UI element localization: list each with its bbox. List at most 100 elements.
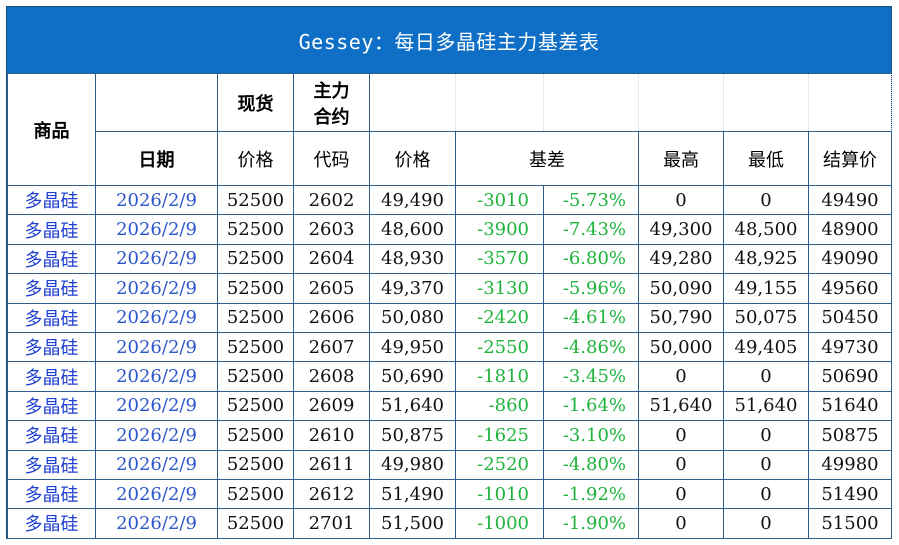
table-row: 多晶硅 2026/2/9 52500 2603 48,600 -3900 -7.43% 49,… (7, 214, 892, 245)
cell-basis-pct: -5.96% (543, 273, 639, 304)
cell-high: 0 (638, 184, 724, 216)
header-row-2: 日期 价格 代码 价格 基差 最高 最低 结算价 (8, 131, 892, 186)
header-high: 最高 (638, 131, 724, 186)
cell-date: 2026/2/9 (95, 361, 218, 392)
cell-low: 0 (723, 361, 809, 392)
cell-basis-pct: -3.10% (543, 420, 639, 451)
cell-basis: -860 (455, 390, 544, 422)
header-date: 日期 (95, 131, 218, 186)
cell-spot-price: 52500 (217, 302, 294, 333)
cell-contract-code: 2608 (293, 361, 370, 392)
cell-product: 多晶硅 (7, 184, 96, 216)
cell-date: 2026/2/9 (95, 302, 218, 333)
cell-settle: 50875 (808, 420, 892, 451)
cell-product: 多晶硅 (7, 302, 96, 333)
cell-settle: 48900 (808, 214, 892, 245)
cell-basis: -2420 (455, 302, 544, 333)
table-title: Gessey：每日多晶硅主力基差表 (7, 7, 891, 74)
cell-contract-code: 2606 (293, 302, 370, 333)
cell-date: 2026/2/9 (95, 390, 218, 422)
cell-spot-price: 52500 (217, 331, 294, 363)
cell-high: 50,090 (638, 273, 724, 304)
cell-low: 0 (723, 184, 809, 216)
cell-price: 48,600 (369, 214, 456, 245)
cell-basis-pct: -1.92% (543, 478, 639, 510)
table-row: 多晶硅 2026/2/9 52500 2602 49,490 -3010 -5.73% 0 0 4… (7, 184, 892, 216)
cell-low: 48,500 (723, 214, 809, 245)
cell-product: 多晶硅 (7, 273, 96, 304)
cell-high: 0 (638, 361, 724, 392)
cell-price: 50,690 (369, 361, 456, 392)
cell-basis-pct: -4.86% (543, 331, 639, 363)
basis-table: 商品 现货 主力 合约 日期 价格 代码 价格 基差 最高 (7, 73, 892, 539)
header-blank (455, 73, 544, 132)
cell-basis: -2550 (455, 331, 544, 363)
header-contract-code: 代码 (293, 131, 370, 186)
header-price: 价格 (369, 131, 456, 186)
cell-contract-code: 2603 (293, 214, 370, 245)
cell-low: 0 (723, 420, 809, 451)
cell-high: 49,300 (638, 214, 724, 245)
cell-high: 0 (638, 478, 724, 510)
cell-price: 49,980 (369, 449, 456, 480)
table-body: 多晶硅 2026/2/9 52500 2602 49,490 -3010 -5.73% 0 0 4… (7, 184, 892, 539)
header-blank (543, 73, 639, 132)
header-basis: 基差 (455, 131, 639, 186)
cell-contract-code: 2701 (293, 508, 370, 539)
cell-spot-price: 52500 (217, 420, 294, 451)
cell-price: 51,500 (369, 508, 456, 539)
cell-basis: -1010 (455, 478, 544, 510)
cell-settle: 49980 (808, 449, 892, 480)
cell-basis: -1625 (455, 420, 544, 451)
cell-high: 0 (638, 449, 724, 480)
cell-low: 0 (723, 508, 809, 539)
cell-basis-pct: -3.45% (543, 361, 639, 392)
header-contract: 主力 合约 (293, 73, 370, 132)
table-row: 多晶硅 2026/2/9 52500 2604 48,930 -3570 -6.80% 49,… (7, 243, 892, 275)
header-settle: 结算价 (808, 131, 892, 186)
cell-price: 51,640 (369, 390, 456, 422)
header-blank (95, 73, 218, 132)
cell-spot-price: 52500 (217, 449, 294, 480)
cell-high: 49,280 (638, 243, 724, 275)
cell-basis-pct: -5.73% (543, 184, 639, 216)
cell-basis-pct: -7.43% (543, 214, 639, 245)
cell-basis: -1810 (455, 361, 544, 392)
cell-price: 50,875 (369, 420, 456, 451)
cell-contract-code: 2607 (293, 331, 370, 363)
cell-basis: -2520 (455, 449, 544, 480)
cell-product: 多晶硅 (7, 508, 96, 539)
cell-low: 49,155 (723, 273, 809, 304)
cell-spot-price: 52500 (217, 361, 294, 392)
cell-high: 0 (638, 508, 724, 539)
basis-table-panel: Gessey：每日多晶硅主力基差表 商品 现货 主力 合约 (6, 6, 892, 539)
cell-basis-pct: -4.80% (543, 449, 639, 480)
table-row: 多晶硅 2026/2/9 52500 2608 50,690 -1810 -3.45% 0 0 5… (7, 361, 892, 392)
cell-basis-pct: -6.80% (543, 243, 639, 275)
cell-spot-price: 52500 (217, 184, 294, 216)
cell-settle: 50450 (808, 302, 892, 333)
table-row: 多晶硅 2026/2/9 52500 2607 49,950 -2550 -4.86% 50,… (7, 331, 892, 363)
cell-price: 49,370 (369, 273, 456, 304)
table-row: 多晶硅 2026/2/9 52500 2605 49,370 -3130 -5.96% 50,… (7, 273, 892, 304)
table-row: 多晶硅 2026/2/9 52500 2701 51,500 -1000 -1.90% 0 0 5… (7, 508, 892, 539)
cell-basis: -3900 (455, 214, 544, 245)
header-blank (369, 73, 456, 132)
cell-basis: -1000 (455, 508, 544, 539)
header-row-1: 商品 现货 主力 合约 (7, 73, 892, 186)
header-blank (808, 73, 892, 132)
cell-spot-price: 52500 (217, 243, 294, 275)
header-blank (638, 73, 724, 132)
table-row: 多晶硅 2026/2/9 52500 2612 51,490 -1010 -1.92% 0 0 5… (7, 478, 892, 510)
cell-product: 多晶硅 (7, 390, 96, 422)
cell-basis: -3570 (455, 243, 544, 275)
cell-low: 50,075 (723, 302, 809, 333)
table-row: 多晶硅 2026/2/9 52500 2610 50,875 -1625 -3.10% 0 0 5… (7, 420, 892, 451)
cell-spot-price: 52500 (217, 508, 294, 539)
cell-high: 50,790 (638, 302, 724, 333)
cell-date: 2026/2/9 (95, 478, 218, 510)
header-product: 商品 (7, 73, 96, 186)
header-low: 最低 (723, 131, 809, 186)
cell-settle: 49090 (808, 243, 892, 275)
cell-settle: 51500 (808, 508, 892, 539)
